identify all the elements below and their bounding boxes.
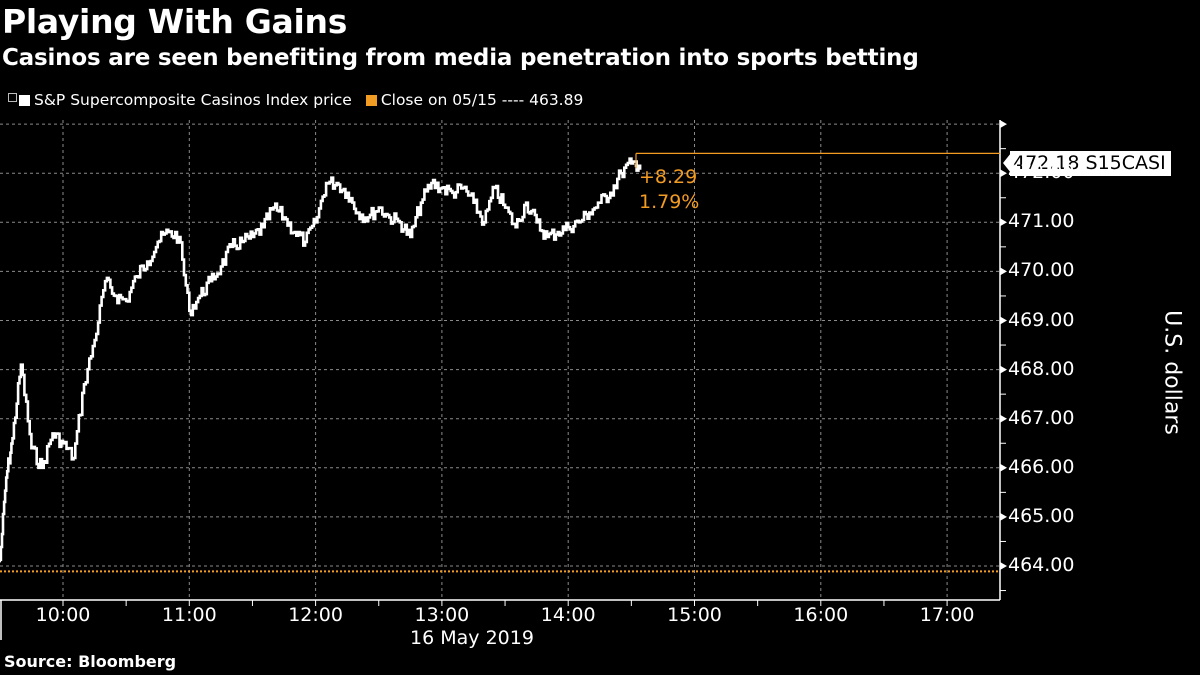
- y-tick-label: 472.00: [1008, 161, 1075, 184]
- badge-pointer-icon: [1003, 153, 1011, 173]
- price-line[interactable]: [0, 157, 642, 563]
- y-tick-label: 466.00: [1008, 455, 1075, 478]
- x-tick-label: 17:00: [919, 604, 975, 626]
- source-note: Source: Bloomberg: [4, 652, 177, 671]
- x-tick-label: 13:00: [414, 604, 470, 626]
- y-tick-label: 464.00: [1008, 554, 1075, 576]
- change-percent: 1.79%: [639, 191, 700, 213]
- y-axis-label: U.S. dollars: [1159, 310, 1185, 435]
- x-tick-label: 10:00: [35, 604, 91, 626]
- legend-item-close: Close on 05/15 ---- 463.89: [365, 91, 584, 109]
- chart-title: Playing With Gains: [2, 2, 348, 41]
- y-tick-label: 465.00: [1008, 504, 1075, 527]
- x-tick-label: 11:00: [161, 604, 217, 626]
- y-tick-arrow: [1000, 512, 1007, 521]
- chart-subtitle: Casinos are seen benefiting from media p…: [2, 45, 919, 71]
- x-tick-label: 12:00: [288, 604, 343, 626]
- y-tick-label: 471.00: [1008, 210, 1075, 233]
- y-tick-arrow: [1000, 169, 1007, 178]
- legend-item-price: S&P Supercomposite Casinos Index price: [19, 91, 352, 109]
- y-tick-label: 470.00: [1008, 259, 1075, 282]
- y-tick-arrow: [1000, 120, 1007, 129]
- y-tick-label: 467.00: [1008, 406, 1075, 429]
- change-value: +8.29: [639, 166, 698, 188]
- x-tick-label: 16:00: [793, 604, 849, 626]
- legend-label-close: Close on 05/15 ---- 463.89: [380, 91, 584, 109]
- y-tick-arrow: [1000, 414, 1007, 423]
- y-tick-label: 469.00: [1008, 308, 1075, 331]
- y-tick-arrow: [1000, 463, 1007, 472]
- y-tick-label: 468.00: [1008, 357, 1075, 380]
- y-tick-arrow: [1000, 267, 1007, 276]
- legend-label-price: S&P Supercomposite Casinos Index price: [34, 91, 352, 109]
- x-tick-label: 14:00: [540, 604, 596, 626]
- legend-collapse-icon[interactable]: [8, 92, 17, 102]
- x-tick-label: 15:00: [667, 604, 722, 626]
- legend-swatch-orange-square-icon: [365, 94, 377, 106]
- legend-swatch-white-square-icon: [19, 94, 30, 106]
- x-axis-date-label: 16 May 2019: [410, 627, 534, 649]
- last-value-badge: 472.18 S15CASI: [1010, 151, 1171, 176]
- y-tick-arrow: [1000, 562, 1007, 570]
- y-tick-arrow: [1000, 218, 1007, 227]
- y-tick-arrow: [1000, 316, 1007, 325]
- y-tick-arrow: [1000, 365, 1007, 374]
- legend: S&P Supercomposite Casinos Index price C…: [8, 91, 597, 109]
